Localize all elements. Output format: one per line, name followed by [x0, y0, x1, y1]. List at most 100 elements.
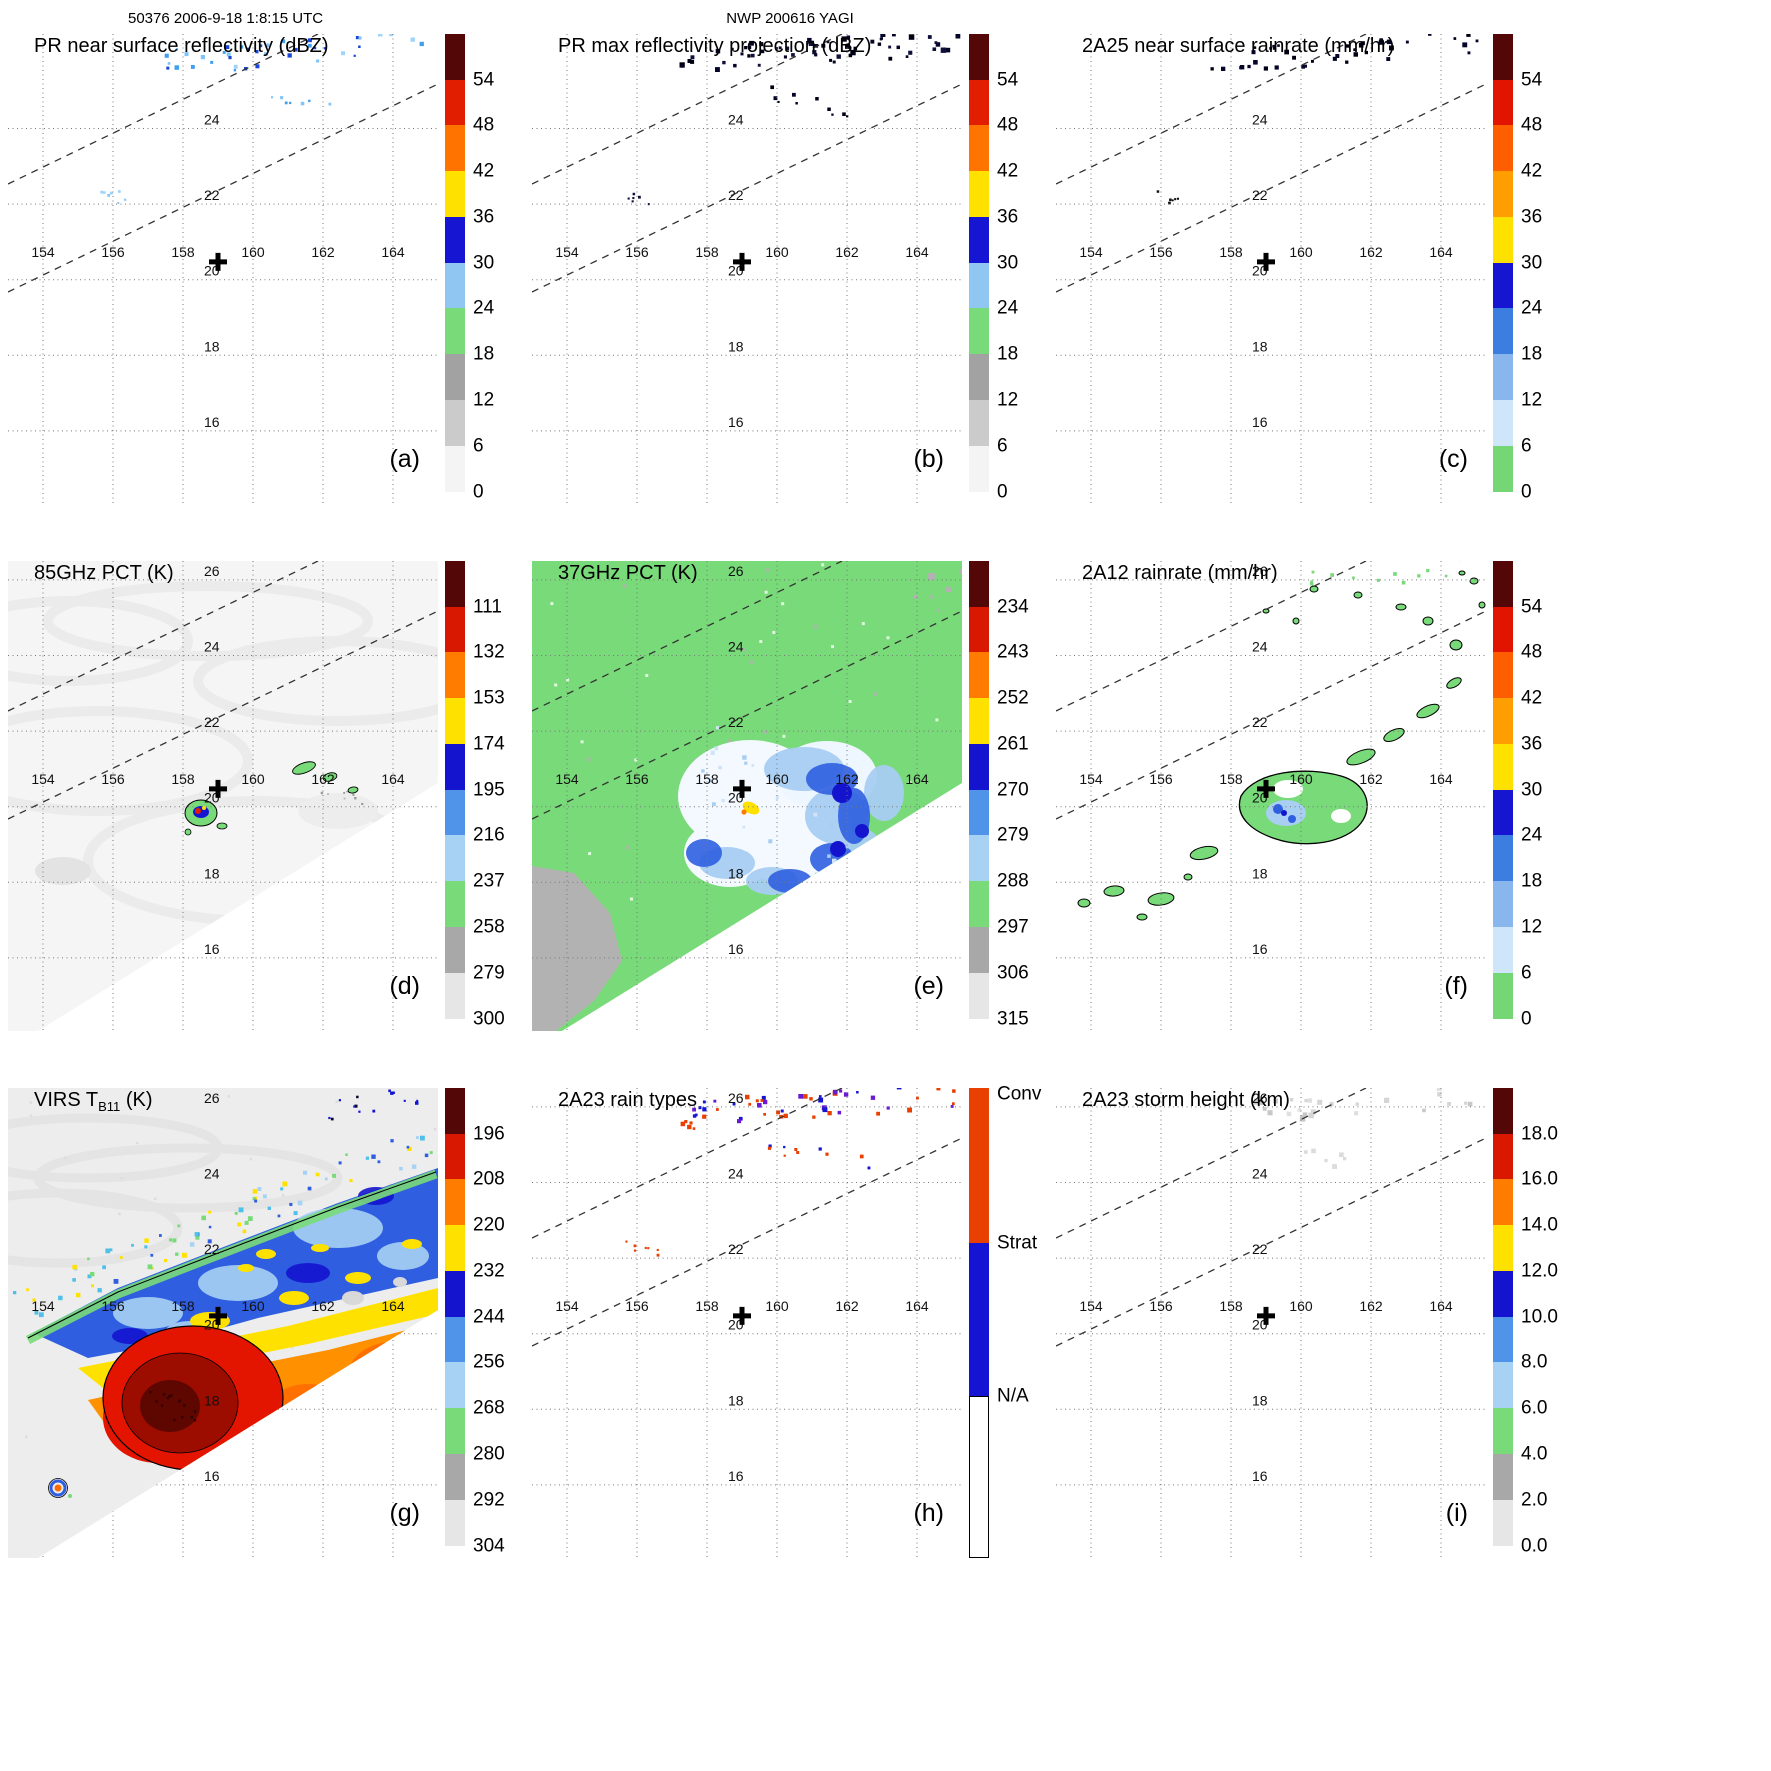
colorbar-segment [445, 1499, 465, 1546]
panel-i: 154 156 158 160 162 164 26 24 22 20 18 16 2A23 storm… [1056, 1088, 1580, 1558]
panel-letter: (d) [389, 972, 420, 1000]
panel-b: 154 156 158 160 162 164 24 22 20 18 16 PR max refle… [532, 34, 1056, 504]
colorbar-tick-label: 195 [473, 779, 505, 801]
colorbar-segment [1493, 171, 1513, 217]
colorbar-tick-label: 280 [473, 1443, 505, 1465]
lon-tick-label: 158 [695, 244, 719, 260]
lon-tick-label: 154 [1079, 1298, 1103, 1314]
lat-tick-label: 18 [204, 338, 220, 354]
colorbar-segment [969, 1088, 989, 1244]
lon-tick-label: 158 [1219, 244, 1243, 260]
map-b: 154 156 158 160 162 164 24 22 20 18 16 PR max refle… [532, 34, 962, 504]
colorbar-segment [445, 972, 465, 1019]
lat-tick-label: 18 [1252, 1392, 1268, 1408]
colorbar-tick-label: 10.0 [1521, 1306, 1558, 1328]
colorbar-segment [445, 606, 465, 653]
colorbar-segment [445, 789, 465, 836]
panel-e: 154 156 158 160 162 164 26 24 22 20 18 16 37GHz PCT … [532, 561, 1056, 1031]
lon-tick-label: 164 [1429, 244, 1453, 260]
colorbar-h: Conv Strat N/A [969, 1085, 1056, 1558]
colorbar-tick-label: 258 [473, 916, 505, 938]
lon-tick-label: 164 [905, 771, 929, 787]
lat-lon-gridlines [1056, 561, 1486, 1031]
panel-title: 37GHz PCT (K) [558, 562, 698, 584]
colorbar-segment [969, 354, 989, 401]
lon-tick-label: 156 [625, 244, 649, 260]
lon-tick-label: 160 [765, 244, 789, 260]
colorbar-segment [969, 34, 989, 80]
lat-tick-label: 18 [728, 1392, 744, 1408]
lat-tick-label: 18 [1252, 865, 1268, 881]
lon-tick-label: 158 [171, 1298, 195, 1314]
colorbar-b: 54 48 42 36 30 24 18 12 6 0 [969, 34, 1056, 504]
colorbar-segment [445, 1179, 465, 1226]
colorbar-tick-label: 54 [1521, 596, 1543, 618]
satellite-imagery [627, 34, 961, 206]
lat-lon-gridlines [532, 1088, 962, 1558]
colorbar-tick-label: 16.0 [1521, 1168, 1558, 1190]
storm-center-marker [733, 252, 751, 271]
colorbar-segment [445, 1018, 465, 1031]
colorbar-tick-label: 24 [1521, 297, 1543, 319]
colorbar-segment [969, 835, 989, 882]
lat-tick-label: 24 [1252, 639, 1268, 655]
colorbar-segment [1493, 216, 1513, 263]
colorbar-segment [1493, 606, 1513, 653]
colorbar-tick-label: 18 [473, 343, 495, 365]
colorbar-segment [445, 1088, 465, 1134]
satellite-imagery [1253, 1088, 1473, 1169]
colorbar-segment [445, 927, 465, 973]
colorbar-segment [1493, 1088, 1513, 1134]
map-a: 154 156 158 160 162 164 24 22 20 18 16 PR near surf… [8, 34, 438, 504]
lat-tick-label: 18 [204, 865, 220, 881]
storm-center-marker [209, 1306, 227, 1325]
lat-tick-label: 24 [728, 112, 744, 128]
lon-tick-label: 164 [381, 1298, 405, 1314]
colorbar-segment [1493, 561, 1513, 607]
colorbar-tick-label: 42 [997, 160, 1019, 182]
colorbar-tick-label: 54 [997, 69, 1019, 91]
colorbar-segment [969, 308, 989, 355]
lat-tick-label: 16 [204, 1468, 220, 1484]
colorbar-tick-label: 111 [473, 596, 502, 618]
lat-tick-label: 18 [728, 865, 744, 881]
colorbar-tick-label: 292 [473, 1489, 505, 1511]
lat-tick-label: 26 [728, 563, 744, 579]
storm-center-marker [209, 779, 227, 798]
panel-letter: (f) [1444, 972, 1468, 1000]
colorbar-segment [1493, 1316, 1513, 1363]
colorbar-tick-label: 300 [473, 1008, 505, 1030]
lon-tick-label: 162 [835, 244, 859, 260]
colorbar-segment [1493, 1270, 1513, 1317]
colorbar-tick-label: 297 [997, 916, 1029, 938]
colorbar-tick-label: 0.0 [1521, 1535, 1548, 1557]
colorbar-segment [1493, 1545, 1513, 1558]
colorbar-tick-label: 4.0 [1521, 1443, 1548, 1465]
panel-title: 2A23 rain types [558, 1089, 697, 1111]
colorbar-segment [445, 652, 465, 699]
colorbar-tick-label: 12.0 [1521, 1260, 1558, 1282]
pr-swath-edge-lines [1056, 1088, 1486, 1347]
lon-tick-label: 156 [101, 771, 125, 787]
lat-tick-label: 22 [1252, 187, 1268, 203]
colorbar-segment [445, 216, 465, 263]
colorbar-tick-label: 48 [1521, 641, 1543, 663]
colorbar-tick-label: 304 [473, 1535, 505, 1557]
colorbar-tick-label: 42 [1521, 160, 1543, 182]
colorbar-tick-label: 256 [473, 1351, 505, 1373]
colorbar-segment [969, 491, 989, 504]
colorbar-segment [445, 445, 465, 492]
colorbar-segment [969, 171, 989, 217]
colorbar-segment [445, 354, 465, 401]
colorbar-tick-label: 18.0 [1521, 1123, 1558, 1145]
panel-title: 2A12 rainrate (mm/hr) [1082, 562, 1278, 584]
lat-tick-label: 26 [1252, 1090, 1268, 1106]
lon-tick-label: 164 [905, 244, 929, 260]
colorbar-tick-label: 48 [997, 114, 1019, 136]
panel-d: 154 156 158 160 162 164 26 24 22 20 18 16 85GHz PCT … [8, 561, 532, 1031]
